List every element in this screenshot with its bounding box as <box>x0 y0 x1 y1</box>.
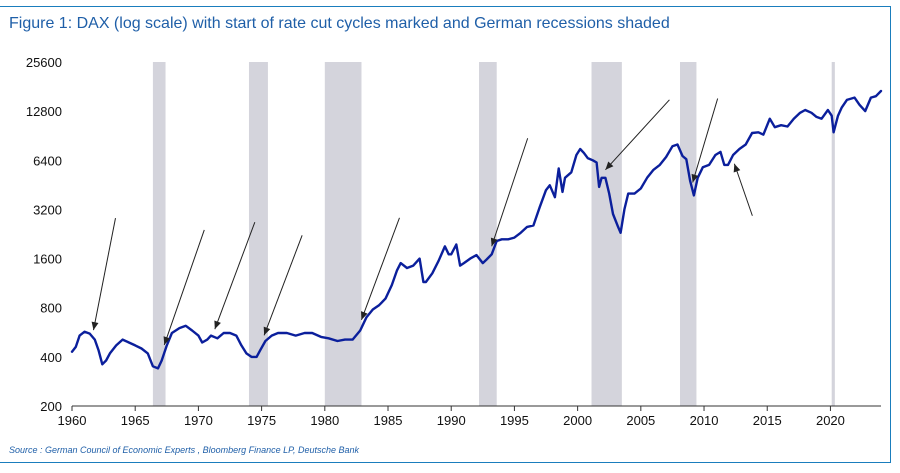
y-tick-label-25600: 25600 <box>26 55 62 70</box>
rate-cut-arrow-head-2 <box>163 336 171 345</box>
x-tick-labels-group: 1960 1965 1970 1975 1980 1985 1990 1995 2000 2005… <box>58 406 845 428</box>
rate-cut-arrow-4 <box>263 235 303 336</box>
rate-cut-arrow-head-6 <box>490 237 498 247</box>
y-tick-label-3200: 3200 <box>33 202 62 217</box>
rate-cut-arrow-head-9 <box>733 163 741 173</box>
rate-cut-arrow-shaft-1 <box>92 218 116 331</box>
rate-cut-arrow-shaft-2 <box>163 229 205 346</box>
figure-title: Figure 1: DAX (log scale) with start of … <box>9 15 670 32</box>
source-note: Source : German Council of Economic Expe… <box>9 445 360 455</box>
x-tick-label-1975: 1975 <box>247 413 276 428</box>
rate-cut-arrow-shaft-4 <box>263 235 303 336</box>
recession-band-7 <box>831 62 835 406</box>
series-group <box>70 89 883 370</box>
y-tick-label-800: 800 <box>40 301 62 316</box>
y-tick-label-6400: 6400 <box>33 153 62 168</box>
recession-band-5 <box>591 62 622 406</box>
rate-cut-arrow-shaft-6 <box>491 138 529 247</box>
rate-cut-arrow-head-3 <box>214 320 221 330</box>
rate-cut-arrow-shaft-8 <box>692 98 719 183</box>
x-tick-label-2005: 2005 <box>626 413 655 428</box>
x-tick-label-2010: 2010 <box>690 413 719 428</box>
rate-cut-arrow-head-8 <box>691 173 699 183</box>
rate-cut-arrow-head-1 <box>91 321 99 331</box>
rate-cut-arrow-shaft-7 <box>605 99 670 171</box>
x-tick-label-1995: 1995 <box>500 413 529 428</box>
y-tick-label-200: 200 <box>40 399 62 414</box>
x-tick-label-1985: 1985 <box>374 413 403 428</box>
rate-cut-arrow-3 <box>214 222 256 330</box>
rate-cut-arrow-6 <box>490 138 529 247</box>
rate-cut-arrow-9 <box>733 163 753 216</box>
frame-bottom-border <box>0 462 891 463</box>
x-tick-label-1980: 1980 <box>310 413 339 428</box>
recession-band-2 <box>248 62 268 406</box>
x-tick-label-2020: 2020 <box>816 413 845 428</box>
rate-cut-arrow-7 <box>605 99 670 171</box>
rate-cut-arrow-shaft-9 <box>733 163 753 216</box>
rate-cut-arrow-shaft-5 <box>361 217 400 321</box>
x-tick-label-1960: 1960 <box>58 413 87 428</box>
y-tick-label-400: 400 <box>40 350 62 365</box>
rate-cut-arrow-head-7 <box>605 161 614 170</box>
rate-cut-arrows-group <box>91 98 753 346</box>
rate-cut-arrow-1 <box>91 218 116 331</box>
x-tick-label-1990: 1990 <box>437 413 466 428</box>
recession-band-3 <box>324 62 362 406</box>
recession-band-4 <box>479 62 497 406</box>
recession-shading-group <box>152 62 835 406</box>
rate-cut-arrow-head-5 <box>360 311 368 320</box>
frame-top-border <box>0 6 890 7</box>
recession-band-1 <box>152 62 166 406</box>
y-tick-labels-group: 200 400 800 1600 3200 6400 12800 25600 <box>26 55 62 414</box>
recession-band-6 <box>680 62 697 406</box>
frame-right-border <box>890 6 891 462</box>
y-tick-label-12800: 12800 <box>26 104 62 119</box>
rate-cut-arrow-8 <box>691 98 719 183</box>
x-tick-label-2000: 2000 <box>563 413 592 428</box>
x-tick-label-2015: 2015 <box>753 413 782 428</box>
x-tick-label-1965: 1965 <box>121 413 150 428</box>
rate-cut-arrow-shaft-3 <box>214 222 256 330</box>
dax-series-line <box>70 89 883 370</box>
x-tick-label-1970: 1970 <box>184 413 213 428</box>
rate-cut-arrow-2 <box>163 229 205 346</box>
rate-cut-arrow-5 <box>360 217 400 321</box>
rate-cut-arrow-head-4 <box>263 326 271 336</box>
y-tick-label-1600: 1600 <box>33 252 62 267</box>
